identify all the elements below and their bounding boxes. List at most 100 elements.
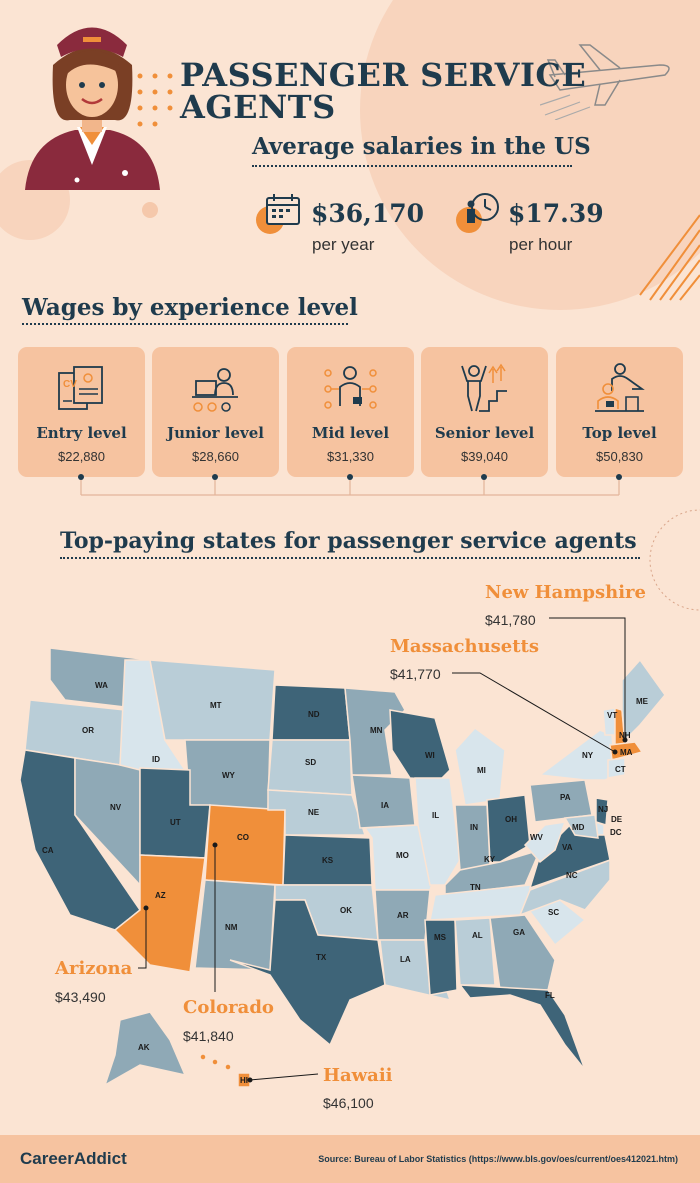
map-label: VT — [607, 711, 617, 720]
state-value-arizona: $43,490 — [55, 989, 106, 1005]
map-label: WI — [425, 751, 435, 760]
state-sd — [267, 739, 353, 796]
map-label: OH — [505, 815, 517, 824]
flight-attendant-illustration — [25, 27, 160, 190]
map-label: SC — [548, 908, 559, 917]
state-fl — [458, 984, 586, 1071]
map-label: AL — [472, 931, 483, 940]
salary-yearly-value: $36,170 — [311, 199, 425, 228]
state-name-new-hampshire: New Hampshire — [485, 582, 646, 603]
state-name-massachusetts: Massachusetts — [390, 636, 540, 657]
airplane-icon — [540, 44, 670, 120]
state-ny — [538, 729, 616, 781]
state-oh — [486, 794, 531, 863]
state-hi — [199, 1053, 251, 1088]
map-label: IL — [432, 811, 439, 820]
map-label: MO — [396, 851, 409, 860]
map-label: WY — [222, 771, 236, 780]
clock-person-icon — [456, 193, 499, 233]
level-card-entry: CV Entry level $22,880 — [18, 347, 145, 477]
state-value-new-hampshire: $41,780 — [485, 612, 536, 628]
map-label: MD — [572, 823, 585, 832]
level-value: $31,330 — [327, 449, 374, 464]
salary-hourly-unit: per hour — [509, 235, 573, 254]
careeraddict-logo[interactable]: CareerAddict — [20, 1149, 127, 1168]
level-value: $39,040 — [461, 449, 508, 464]
state-name-arizona: Arizona — [55, 958, 133, 979]
state-mt — [149, 659, 276, 741]
calendar-icon — [256, 194, 300, 234]
map-label: GA — [513, 928, 525, 937]
state-value-colorado: $41,840 — [183, 1028, 234, 1044]
map-label: UT — [170, 818, 181, 827]
map-label: FL — [545, 991, 555, 1000]
state-az — [113, 854, 206, 973]
states-title-underline — [60, 555, 640, 559]
state-name-colorado: Colorado — [183, 997, 274, 1018]
level-label: Senior level — [434, 424, 535, 442]
level-label: Entry level — [36, 424, 127, 442]
level-label: Mid level — [311, 424, 390, 442]
level-card-junior: Junior level $28,660 — [152, 347, 279, 477]
page-title-line-1: PASSENGER SERVICE — [180, 56, 587, 94]
map-label: LA — [400, 955, 411, 964]
map-label: TN — [470, 883, 481, 892]
map-label: ME — [636, 697, 649, 706]
map-label: TX — [316, 953, 327, 962]
map-label: AZ — [155, 891, 166, 900]
level-connector — [78, 474, 622, 496]
map-label: CA — [42, 846, 54, 855]
map-label: NY — [582, 751, 594, 760]
cv-document-icon: CV — [58, 366, 103, 410]
level-card-senior: Senior level $39,040 — [421, 347, 548, 477]
page-title-line-2: AGENTS — [180, 88, 336, 126]
map-label: MS — [434, 933, 447, 942]
state-wv — [523, 821, 567, 864]
subtitle-underline — [252, 163, 572, 167]
map-label: NV — [110, 803, 122, 812]
level-value: $28,660 — [192, 449, 239, 464]
map-label: NE — [308, 808, 320, 817]
state-ma — [609, 741, 644, 761]
wages-section-title: Wages by experience level — [22, 294, 358, 321]
map-label: MN — [370, 726, 383, 735]
wages-title-underline — [22, 321, 348, 325]
map-label: KS — [322, 856, 334, 865]
laptop-checklist-icon — [192, 368, 238, 412]
map-label: IA — [381, 801, 389, 810]
level-value: $22,880 — [58, 449, 105, 464]
person-network-icon — [324, 366, 377, 409]
state-ak — [103, 1011, 187, 1087]
map-label: WA — [95, 681, 108, 690]
map-label: NC — [566, 871, 578, 880]
state-value-massachusetts: $41,770 — [390, 666, 441, 682]
mentor-icon — [595, 363, 645, 412]
map-label: OK — [340, 906, 352, 915]
state-ct — [607, 757, 626, 779]
state-ms — [424, 919, 458, 996]
state-me — [621, 658, 666, 742]
svg-text:CV: CV — [63, 379, 77, 390]
map-label: IN — [470, 823, 478, 832]
state-wi — [389, 709, 451, 781]
person-stairs-icon — [461, 363, 507, 412]
map-label: VA — [562, 843, 573, 852]
map-label: KY — [484, 855, 496, 864]
map-label: ID — [152, 755, 160, 764]
map-label: SD — [305, 758, 316, 767]
source-citation: Source: Bureau of Labor Statistics (http… — [318, 1154, 678, 1164]
state-name-hawaii: Hawaii — [323, 1065, 393, 1086]
map-label: OR — [82, 726, 94, 735]
state-value-hawaii: $46,100 — [323, 1095, 374, 1111]
map-label: DC — [610, 828, 622, 837]
state-mi — [454, 726, 506, 806]
map-label: AK — [138, 1043, 150, 1052]
state-md — [563, 814, 599, 839]
salary-hourly-value: $17.39 — [508, 199, 604, 228]
map-label: MI — [477, 766, 486, 775]
map-label: AR — [397, 911, 409, 920]
level-label: Junior level — [167, 424, 264, 442]
map-label: DE — [611, 815, 623, 824]
footer: CareerAddict Source: Bureau of Labor Sta… — [0, 1135, 700, 1183]
